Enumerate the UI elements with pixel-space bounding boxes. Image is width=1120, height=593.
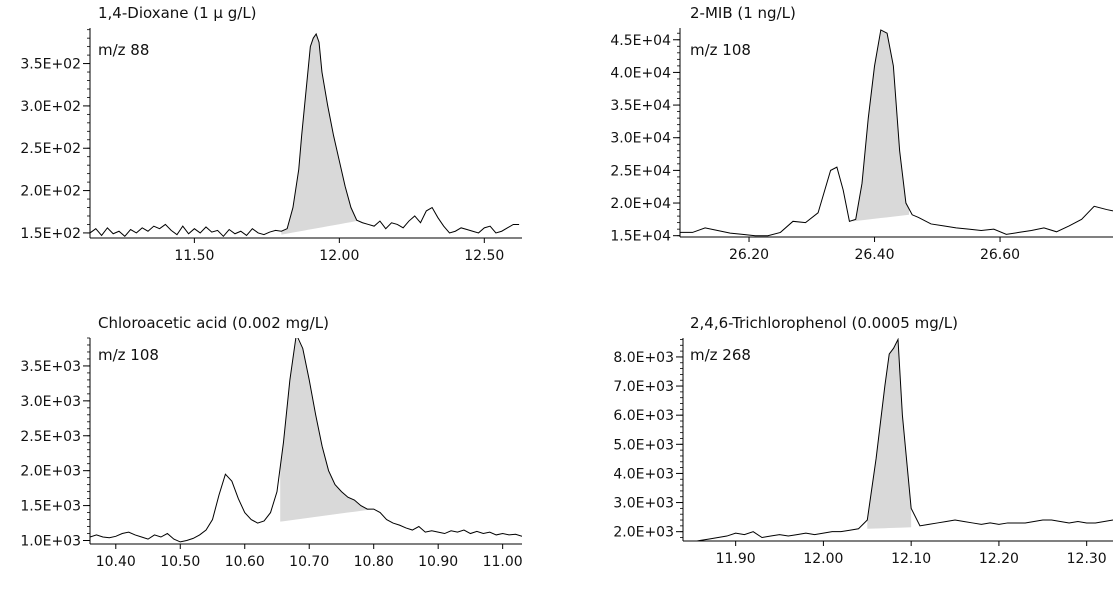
panel-chloroacetic-acid: 1.0E+03 1.5E+03 2.0E+03 2.5E+03 3.0E+03 3.5E+… [20,314,522,570]
chart-title: 2,4,6-Trichlorophenol (0.0005 mg/L) [690,314,958,332]
chromatogram-trace [90,338,522,543]
panel-dioxane: 1.5E+02 2.0E+02 2.5E+02 3.0E+02 3.5E+02 11.50… [20,4,522,264]
x-tick-label: 26.40 [854,247,894,263]
x-tick-label: 10.90 [418,554,458,570]
mz-annotation: m/z 108 [98,346,159,364]
y-tick-label: 3.0E+04 [610,131,671,147]
panel-2-mib: 1.5E+04 2.0E+04 2.5E+04 3.0E+04 3.5E+04 4.0E+… [610,4,1113,263]
y-tick-label: 3.0E+02 [20,99,81,115]
y-tick-label: 5.0E+03 [613,437,674,453]
y-tick-label: 2.5E+03 [20,429,81,445]
y-tick-label: 2.0E+03 [20,464,81,480]
panel-trichlorophenol: 2.0E+03 3.0E+03 4.0E+03 5.0E+03 6.0E+03 7.0E+… [613,314,1113,567]
chromatogram-trace [680,29,1113,237]
mz-annotation: m/z 88 [98,41,149,59]
x-tick-label: 12.00 [319,248,359,264]
y-tick-label: 2.0E+02 [20,184,81,200]
y-tick-label: 1.5E+04 [610,229,671,245]
y-tick-label: 2.5E+04 [610,163,671,179]
x-tick-label: 11.00 [483,554,523,570]
peak-area-fill [281,33,357,235]
chromatogram-trace [693,338,1113,541]
x-tick-label: 26.20 [729,247,769,263]
x-tick-label: 12.10 [891,551,931,567]
y-tick-label: 4.5E+04 [610,33,671,49]
y-tick-label: 3.0E+03 [613,496,674,512]
x-tick-label: 12.20 [979,551,1019,567]
chart-title: 1,4-Dioxane (1 μ g/L) [98,4,257,22]
y-tick-label: 1.0E+03 [20,534,81,550]
mz-annotation: m/z 108 [690,41,751,59]
chart-title: 2-MIB (1 ng/L) [690,4,796,22]
y-tick-label: 3.5E+03 [20,359,81,375]
chromatogram-trace [90,32,520,238]
mz-annotation: m/z 268 [690,346,751,364]
y-tick-label: 3.0E+03 [20,394,81,410]
x-tick-label: 10.40 [96,554,136,570]
x-tick-label: 11.50 [174,248,214,264]
y-tick-label: 2.0E+03 [613,525,674,541]
chart-title: Chloroacetic acid (0.002 mg/L) [98,314,329,332]
x-tick-label: 10.60 [225,554,265,570]
peak-area-fill [852,29,910,222]
y-tick-label: 1.5E+02 [20,226,81,242]
x-tick-label: 12.50 [464,248,504,264]
x-tick-label: 12.00 [803,551,843,567]
peak-area-fill [280,338,374,522]
y-tick-label: 4.0E+03 [613,466,674,482]
y-tick-label: 2.0E+04 [610,196,671,212]
x-tick-label: 11.90 [716,551,756,567]
y-tick-label: 2.5E+02 [20,141,81,157]
y-tick-label: 3.5E+04 [610,98,671,114]
x-tick-label: 12.30 [1067,551,1107,567]
y-tick-label: 3.5E+02 [20,57,81,73]
peak-area-fill [867,339,912,529]
y-tick-label: 4.0E+04 [610,65,671,81]
x-tick-label: 10.50 [160,554,200,570]
x-tick-label: 10.70 [289,554,329,570]
y-tick-label: 8.0E+03 [613,350,674,366]
y-tick-label: 6.0E+03 [613,408,674,424]
x-tick-label: 26.60 [980,247,1020,263]
y-tick-label: 1.5E+03 [20,499,81,515]
y-tick-label: 7.0E+03 [613,379,674,395]
x-tick-label: 10.80 [354,554,394,570]
